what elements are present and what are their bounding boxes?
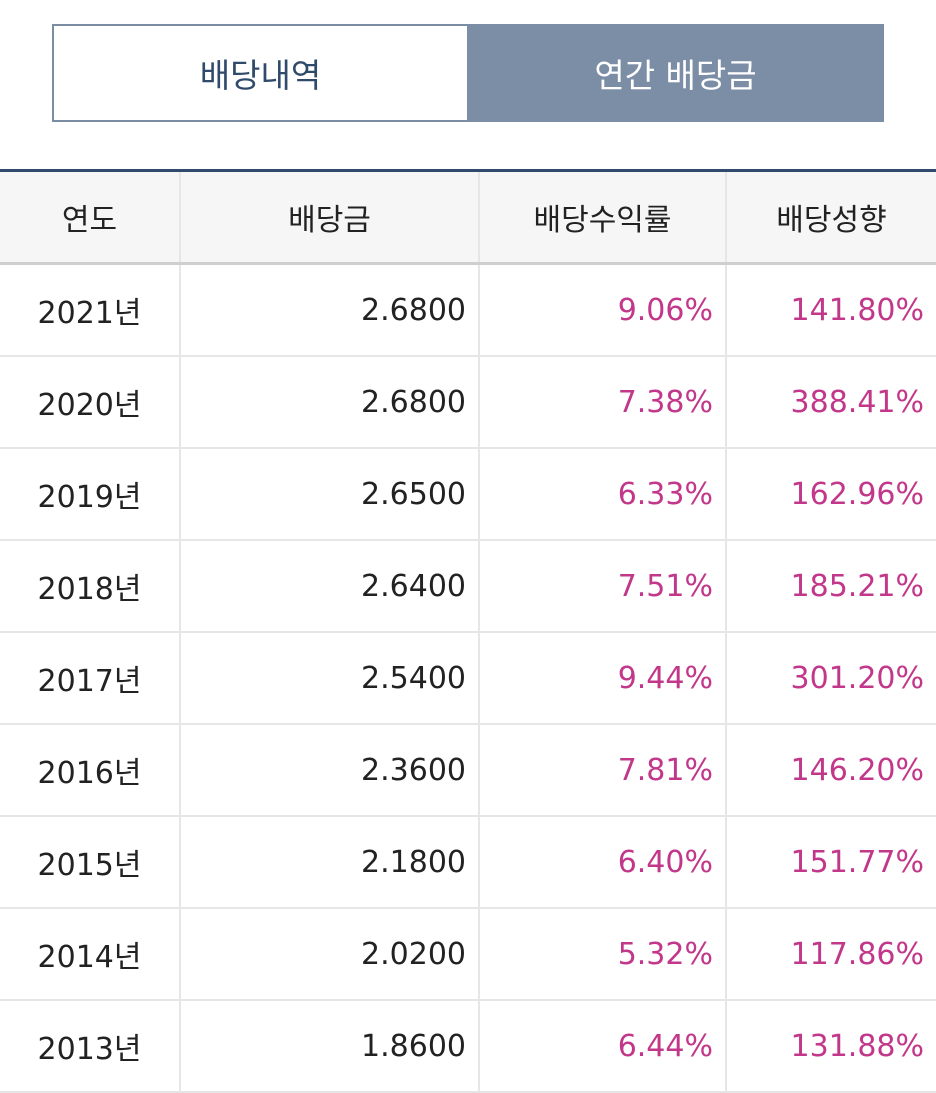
cell-payout-ratio: 162.96% [726, 448, 936, 541]
table-row: 2016년 2.3600 7.81% 146.20% [0, 724, 936, 817]
cell-dividend: 2.1800 [180, 816, 480, 909]
cell-dividend: 2.5400 [180, 632, 480, 725]
tab-annual-dividend-label: 연간 배당금 [594, 56, 757, 95]
cell-dividend-yield: 7.51% [479, 540, 727, 633]
cell-year: 2017년 [0, 632, 181, 725]
cell-dividend: 2.3600 [180, 724, 480, 817]
tab-annual-dividend[interactable]: 연간 배당금 [467, 24, 884, 122]
cell-dividend: 1.8600 [180, 1000, 480, 1093]
cell-dividend-yield: 9.44% [479, 632, 727, 725]
tab-dividend-history-label: 배당내역 [199, 56, 322, 95]
header-dividend-yield: 배당수익률 [479, 170, 727, 265]
cell-year: 2018년 [0, 540, 181, 633]
cell-dividend-yield: 6.40% [479, 816, 727, 909]
cell-year: 2013년 [0, 1000, 181, 1093]
cell-dividend-yield: 7.38% [479, 356, 727, 449]
annual-dividend-table-container: 연도 배당금 배당수익률 배당성향 2021년 2.6800 9.06% 141… [0, 169, 936, 1093]
cell-payout-ratio: 131.88% [726, 1000, 936, 1093]
annual-dividend-table: 연도 배당금 배당수익률 배당성향 2021년 2.6800 9.06% 141… [0, 169, 936, 1093]
cell-year: 2019년 [0, 448, 181, 541]
cell-payout-ratio: 301.20% [726, 632, 936, 725]
cell-dividend-yield: 9.06% [479, 263, 727, 357]
cell-year: 2015년 [0, 816, 181, 909]
cell-year: 2021년 [0, 263, 181, 357]
header-payout-ratio: 배당성향 [726, 170, 936, 265]
header-dividend: 배당금 [180, 170, 480, 265]
cell-dividend-yield: 7.81% [479, 724, 727, 817]
table-row: 2021년 2.6800 9.06% 141.80% [0, 263, 936, 357]
header-year: 연도 [0, 170, 181, 265]
cell-dividend: 2.6800 [180, 263, 480, 357]
table-row: 2015년 2.1800 6.40% 151.77% [0, 816, 936, 909]
cell-dividend: 2.6800 [180, 356, 480, 449]
cell-dividend-yield: 5.32% [479, 908, 727, 1001]
tab-dividend-history[interactable]: 배당내역 [52, 24, 467, 122]
cell-payout-ratio: 146.20% [726, 724, 936, 817]
cell-payout-ratio: 185.21% [726, 540, 936, 633]
table-row: 2018년 2.6400 7.51% 185.21% [0, 540, 936, 633]
cell-dividend: 2.6500 [180, 448, 480, 541]
table-row: 2014년 2.0200 5.32% 117.86% [0, 908, 936, 1001]
table-row: 2013년 1.8600 6.44% 131.88% [0, 1000, 936, 1093]
dividend-tabs: 배당내역 연간 배당금 [52, 24, 884, 122]
cell-dividend: 2.6400 [180, 540, 480, 633]
cell-payout-ratio: 151.77% [726, 816, 936, 909]
cell-dividend-yield: 6.44% [479, 1000, 727, 1093]
cell-payout-ratio: 141.80% [726, 263, 936, 357]
table-row: 2020년 2.6800 7.38% 388.41% [0, 356, 936, 449]
table-header-row: 연도 배당금 배당수익률 배당성향 [0, 170, 936, 265]
cell-year: 2014년 [0, 908, 181, 1001]
cell-payout-ratio: 388.41% [726, 356, 936, 449]
table-row: 2017년 2.5400 9.44% 301.20% [0, 632, 936, 725]
cell-year: 2020년 [0, 356, 181, 449]
cell-dividend-yield: 6.33% [479, 448, 727, 541]
table-row: 2019년 2.6500 6.33% 162.96% [0, 448, 936, 541]
cell-year: 2016년 [0, 724, 181, 817]
cell-payout-ratio: 117.86% [726, 908, 936, 1001]
cell-dividend: 2.0200 [180, 908, 480, 1001]
